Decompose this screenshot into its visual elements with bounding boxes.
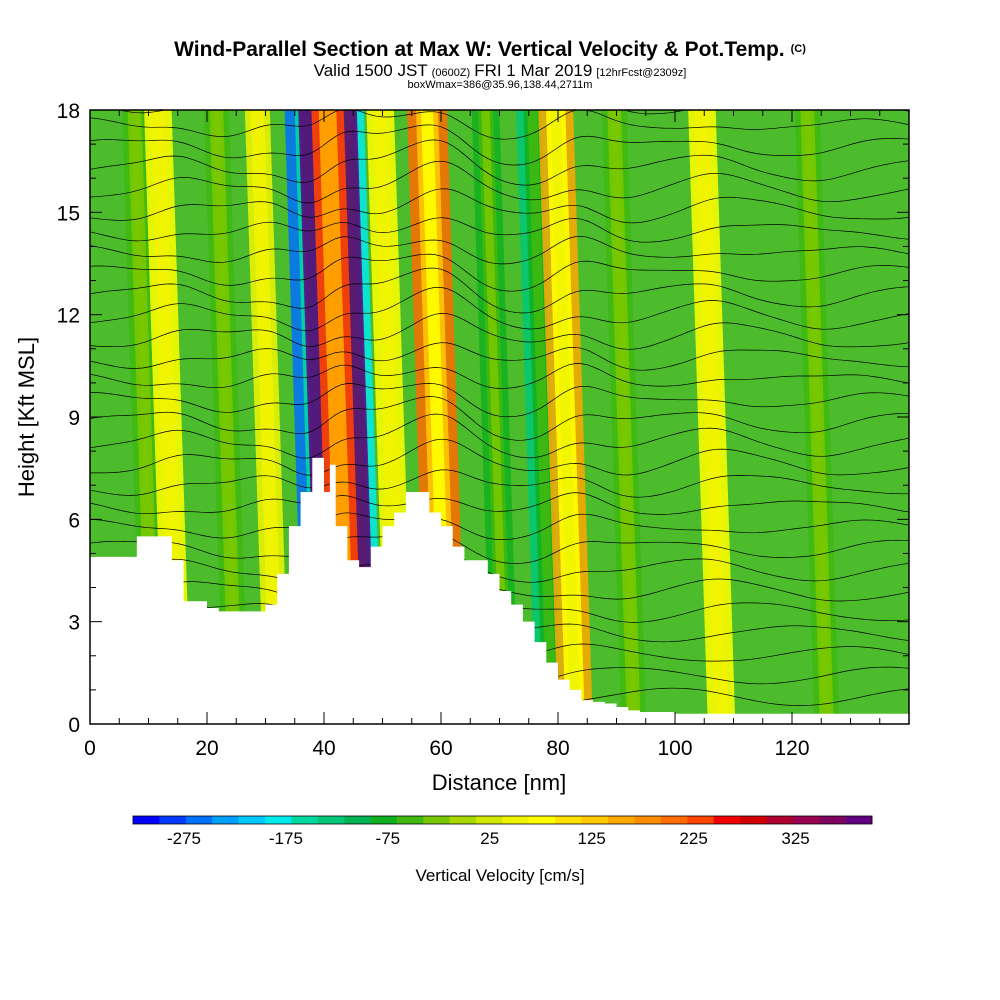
- colorbar-swatch: [819, 816, 846, 824]
- band-layer: [610, 110, 638, 724]
- colorbar-swatch: [449, 816, 477, 824]
- plot-area: [90, 110, 909, 724]
- updraft-band: [244, 110, 290, 724]
- colorbar-frame: [132, 815, 873, 825]
- colorbar-tick-label: 225: [679, 829, 707, 848]
- theta-contour: [90, 287, 909, 332]
- theta-contour: [90, 532, 909, 564]
- colorbar-swatch: [212, 816, 239, 824]
- colorbar-swatch: [740, 816, 767, 824]
- theta-contour: [90, 469, 909, 498]
- band-layer: [527, 110, 557, 724]
- y-tick-label: 3: [68, 612, 80, 635]
- theta-contour: [90, 188, 909, 224]
- chart-boxinfo: boxWmax=386@35.96,138.44,2711m: [408, 79, 593, 91]
- band-layer: [481, 110, 510, 724]
- y-axis: 0 3 6 9 12 15 18: [57, 100, 909, 737]
- theta-contour: [90, 235, 909, 265]
- y-tick-label: 12: [57, 305, 80, 328]
- colorbar-swatch: [845, 816, 873, 824]
- band-layer: [697, 110, 726, 724]
- downdraft-band: [794, 110, 840, 724]
- colorbar-tick-label: -275: [167, 829, 201, 848]
- theta-contour: [90, 110, 909, 140]
- colorbar-swatch: [264, 816, 292, 824]
- colorbar-tick-label: 125: [578, 829, 606, 848]
- colorbar-swatch: [792, 816, 820, 824]
- colorbar-swatch: [133, 816, 160, 824]
- theta-contour: [90, 160, 909, 204]
- x-axis: 0 20 40 60 80 100 120: [84, 110, 910, 760]
- colorbar-tick-label: -75: [376, 829, 401, 848]
- theta-contour: [90, 342, 909, 371]
- colorbar-swatch: [476, 816, 503, 824]
- theta-contour: [90, 438, 909, 476]
- colorbar-title: Vertical Velocity [cm/s]: [415, 866, 584, 885]
- colorbar-swatch: [317, 816, 345, 824]
- colorbar-swatch: [687, 816, 714, 824]
- colorbar-swatch: [370, 816, 398, 824]
- colorbar-swatch: [634, 816, 662, 824]
- terrain: [90, 457, 909, 724]
- colorbar-swatch: [344, 816, 371, 824]
- colorbar-swatch: [713, 816, 741, 824]
- colorbar-swatch: [159, 816, 187, 824]
- y-tick-label: 15: [57, 202, 80, 225]
- theta-contour: [90, 413, 909, 459]
- y-tick-label: 18: [57, 100, 80, 123]
- band-layer: [253, 110, 281, 724]
- chart-subtitle: Valid 1500 JST (0600Z) FRI 1 Mar 2019 [12hr…: [314, 61, 687, 80]
- theta-contour: [90, 363, 909, 389]
- y-tick-label: 0: [68, 714, 80, 737]
- y-tick-label: 6: [68, 509, 80, 532]
- downdraft-band: [601, 110, 647, 724]
- theta-contour: [90, 492, 909, 515]
- colorbar-swatch: [185, 816, 213, 824]
- band-layer: [212, 110, 240, 724]
- theta-contour: [90, 139, 909, 186]
- x-tick-label: 60: [429, 737, 452, 760]
- theta-contour: [90, 217, 909, 243]
- colorbar-tick-label: 325: [781, 829, 809, 848]
- theta-contour: [90, 124, 909, 166]
- theta-contour: [90, 396, 909, 441]
- downdraft-band: [203, 110, 249, 724]
- colorbar-swatch: [660, 816, 688, 824]
- theta-contour: [90, 383, 909, 418]
- colorbar-swatch: [423, 816, 451, 824]
- x-tick-label: 80: [546, 737, 569, 760]
- colorbar-swatch: [555, 816, 582, 824]
- colorbar-swatch: [608, 816, 635, 824]
- colorbar: -275 -175 -75 25 125 225 325: [132, 815, 873, 848]
- y-tick-label: 9: [68, 407, 80, 430]
- theta-contour: [90, 267, 909, 314]
- theta-contour: [90, 253, 909, 292]
- x-tick-label: 0: [84, 737, 96, 760]
- colorbar-swatch: [396, 816, 424, 824]
- band-layer: [550, 110, 581, 724]
- theta-contour: [90, 313, 909, 350]
- x-axis-label: Distance [nm]: [432, 770, 567, 795]
- downdraft-band: [471, 110, 519, 724]
- colorbar-swatch: [502, 816, 530, 824]
- colorbar-swatch: [766, 816, 794, 824]
- x-tick-label: 100: [657, 737, 692, 760]
- chart-title: Wind-Parallel Section at Max W: Vertical…: [174, 38, 806, 61]
- colorbar-tick-label: 25: [480, 829, 499, 848]
- x-tick-label: 120: [774, 737, 809, 760]
- colorbar-tick-label: -175: [269, 829, 303, 848]
- y-axis-label: Height [Kft MSL]: [14, 337, 39, 497]
- colorbar-swatch: [581, 816, 609, 824]
- theta-contour: [90, 512, 909, 540]
- colorbar-swatch: [238, 816, 266, 824]
- x-tick-label: 20: [195, 737, 218, 760]
- updraft-band: [688, 110, 736, 724]
- updraft-band: [538, 110, 593, 724]
- x-tick-label: 40: [312, 737, 335, 760]
- band-layer: [803, 110, 831, 724]
- colorbar-swatch: [291, 816, 319, 824]
- colorbar-swatch: [528, 816, 556, 824]
